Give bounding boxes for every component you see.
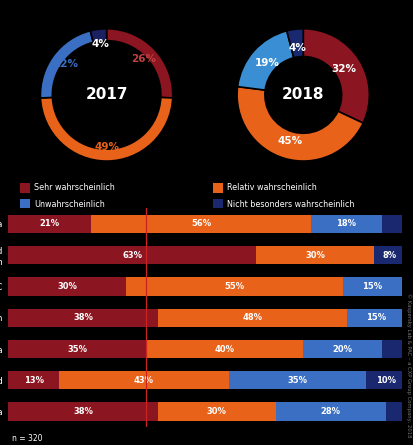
Text: Sehr wahrscheinlich: Sehr wahrscheinlich	[34, 183, 114, 192]
Bar	[8, 246, 255, 264]
Bar	[212, 199, 222, 209]
Text: 35%: 35%	[67, 344, 87, 353]
Text: 38%: 38%	[73, 313, 93, 322]
Text: 21%: 21%	[39, 219, 59, 228]
Bar	[342, 277, 401, 295]
Text: 35%: 35%	[287, 376, 306, 385]
Bar	[8, 215, 91, 233]
Text: 20%: 20%	[332, 344, 352, 353]
Bar	[365, 371, 404, 389]
Text: 45%: 45%	[277, 136, 302, 146]
Text: 63%: 63%	[122, 251, 142, 260]
Bar	[302, 340, 381, 358]
Bar	[20, 183, 30, 193]
Text: 32%: 32%	[330, 65, 355, 74]
Bar	[275, 402, 385, 421]
Text: 2017: 2017	[85, 87, 128, 102]
Text: 38%: 38%	[73, 407, 93, 416]
Bar	[8, 371, 59, 389]
Bar	[8, 277, 126, 295]
Text: 22%: 22%	[52, 59, 78, 69]
Text: n = 320: n = 320	[12, 434, 43, 443]
Bar	[212, 183, 222, 193]
Text: 30%: 30%	[304, 251, 324, 260]
Text: 28%: 28%	[320, 407, 340, 416]
Bar	[255, 246, 373, 264]
Bar	[381, 340, 401, 358]
Bar	[91, 215, 311, 233]
Bar	[8, 309, 157, 327]
Text: 30%: 30%	[57, 282, 77, 291]
Text: Relativ wahrscheinlich: Relativ wahrscheinlich	[226, 183, 316, 192]
Text: 8%: 8%	[382, 251, 396, 260]
Bar	[146, 340, 302, 358]
Bar	[373, 246, 405, 264]
Wedge shape	[237, 87, 362, 161]
Wedge shape	[90, 29, 107, 42]
Text: 43%: 43%	[134, 376, 154, 385]
Text: 4%: 4%	[287, 43, 306, 53]
Bar	[381, 215, 401, 233]
Text: 10%: 10%	[375, 376, 395, 385]
Text: 26%: 26%	[131, 54, 156, 64]
Bar	[385, 402, 405, 421]
Bar	[228, 371, 366, 389]
Wedge shape	[40, 97, 172, 161]
Text: Nicht besonders wahrscheinlich: Nicht besonders wahrscheinlich	[226, 200, 353, 209]
Text: 49%: 49%	[94, 142, 119, 151]
Bar	[311, 215, 381, 233]
Bar	[8, 340, 146, 358]
Bar	[8, 402, 157, 421]
Text: 2018: 2018	[281, 87, 324, 102]
Text: 4%: 4%	[91, 39, 109, 49]
Text: © Kaspersky Lab & PAC – a CXP Group Company, 2018: © Kaspersky Lab & PAC – a CXP Group Comp…	[405, 293, 411, 437]
Wedge shape	[106, 29, 172, 98]
Text: 48%: 48%	[242, 313, 261, 322]
Text: 40%: 40%	[214, 344, 234, 353]
Bar	[20, 199, 30, 209]
Text: 15%: 15%	[361, 282, 381, 291]
Bar	[59, 371, 228, 389]
Text: 19%: 19%	[254, 58, 279, 69]
Wedge shape	[237, 31, 293, 90]
Bar	[346, 309, 405, 327]
Text: Unwahrscheinlich: Unwahrscheinlich	[34, 200, 104, 209]
Text: 18%: 18%	[336, 219, 356, 228]
Text: 56%: 56%	[190, 219, 211, 228]
Wedge shape	[40, 31, 93, 98]
Bar	[157, 309, 346, 327]
Text: 30%: 30%	[206, 407, 226, 416]
Bar	[126, 277, 342, 295]
Wedge shape	[286, 29, 303, 58]
Text: 15%: 15%	[365, 313, 385, 322]
Bar	[157, 402, 275, 421]
Text: 55%: 55%	[224, 282, 244, 291]
Wedge shape	[302, 29, 368, 123]
Text: 13%: 13%	[24, 376, 44, 385]
